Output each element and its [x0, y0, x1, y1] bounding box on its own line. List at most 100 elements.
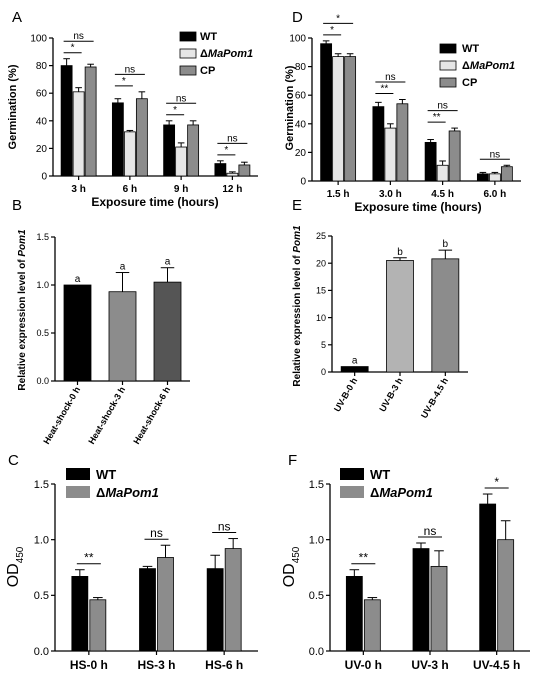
bar-B	[108, 291, 137, 382]
y-axis-title-F: OD450	[281, 546, 302, 587]
x-tick-label-F: UV-0 h	[345, 658, 382, 672]
y-tick-label-A: 20	[36, 144, 48, 155]
panel-letter-f: F	[288, 452, 297, 469]
bar-E	[431, 258, 460, 373]
y-tick-label-F: 1.0	[309, 535, 324, 547]
bar-F-1	[497, 539, 515, 652]
legend-label-F: ΔMaPom1	[370, 485, 433, 500]
group-letter-E: a	[352, 356, 358, 367]
x-axis-title-A: Exposure time (hours)	[91, 195, 218, 209]
y-tick-label-C: 0.0	[34, 646, 49, 658]
y-axis-title-B: Relative expression level of Pom1	[17, 229, 28, 391]
y-tick-label-B: 1.0	[36, 280, 49, 290]
y-tick-label-E: 25	[316, 231, 326, 241]
significance-label-A: *	[173, 105, 177, 116]
panel-letter-c: C	[8, 452, 19, 469]
x-tick-label-D: 4.5 h	[431, 189, 454, 200]
x-tick-label-F: UV-4.5 h	[473, 658, 520, 672]
legend-label-A: CP	[200, 65, 215, 77]
bar-A-0	[111, 102, 124, 177]
group-letter-B: a	[165, 257, 171, 268]
bar-D-0	[320, 43, 333, 182]
legend-swatch-F	[340, 468, 364, 480]
legend-swatch-C	[66, 486, 90, 498]
significance-label-D: **	[380, 83, 388, 94]
bar-A-1	[72, 91, 85, 177]
legend-label-C: WT	[96, 467, 116, 482]
significance-label-A: ns	[73, 31, 84, 42]
significance-label-F: ns	[424, 524, 437, 538]
legend-label-A: ΔMaPom1	[200, 48, 253, 60]
y-tick-label-A: 100	[30, 34, 47, 45]
legend-swatch-D	[439, 43, 457, 54]
legend-swatch-F	[340, 486, 364, 498]
legend-swatch-D	[439, 77, 457, 88]
bar-C-1	[89, 599, 107, 652]
significance-label-A: *	[122, 76, 126, 87]
y-tick-label-E: 10	[316, 313, 326, 323]
bar-A-1	[175, 146, 188, 177]
y-tick-label-B: 1.5	[36, 232, 49, 242]
x-tick-label-F: UV-3 h	[411, 658, 448, 672]
bar-A-0	[163, 124, 176, 177]
significance-label-D: *	[330, 25, 334, 36]
y-tick-label-F: 0.0	[309, 646, 324, 658]
x-tick-label-C: HS-6 h	[205, 658, 243, 672]
bar-E	[340, 366, 369, 373]
y-tick-label-D: 100	[289, 34, 306, 45]
bar-A-1	[123, 131, 136, 177]
bar-D-0	[476, 173, 489, 182]
x-tick-label-D: 1.5 h	[327, 189, 350, 200]
legend-swatch-C	[66, 468, 90, 480]
significance-label-A: ns	[176, 93, 187, 104]
bar-A-0	[214, 163, 227, 177]
y-tick-label-D: 0	[300, 177, 306, 188]
y-tick-label-C: 0.5	[34, 590, 49, 602]
y-tick-label-C: 1.0	[34, 535, 49, 547]
bar-A-2	[84, 66, 97, 177]
bar-D-2	[344, 56, 357, 182]
x-tick-label-D: 6.0 h	[483, 189, 506, 200]
bar-B	[63, 284, 92, 382]
significance-label-F: *	[494, 475, 499, 489]
legend-swatch-A	[179, 65, 197, 76]
bar-D-1	[488, 173, 501, 182]
bar-C-0	[71, 576, 89, 652]
y-tick-label-A: 60	[36, 89, 48, 100]
bar-D-1	[332, 56, 345, 182]
group-letter-E: b	[397, 247, 403, 258]
x-tick-label-B: Heat-shock-6 h	[131, 385, 172, 446]
y-tick-label-E: 0	[321, 367, 326, 377]
y-tick-label-B: 0.0	[36, 376, 49, 386]
panel-letter-d: D	[292, 9, 303, 26]
bar-D-2	[448, 130, 461, 182]
bar-D-0	[424, 141, 437, 182]
legend-swatch-A	[179, 31, 197, 42]
y-axis-title-A: Germination (%)	[7, 64, 19, 149]
y-axis-title-D: Germination (%)	[284, 65, 296, 150]
significance-label-A: ns	[227, 133, 238, 144]
bar-D-1	[384, 127, 397, 182]
significance-label-D: ns	[437, 101, 448, 112]
y-axis-title-C: OD450	[5, 546, 26, 587]
group-letter-B: a	[120, 262, 126, 273]
y-tick-label-E: 20	[316, 258, 326, 268]
bar-E	[386, 260, 414, 373]
y-tick-label-A: 0	[41, 172, 47, 183]
significance-label-C: ns	[218, 520, 231, 534]
y-tick-label-D: 40	[295, 119, 307, 130]
x-tick-label-E: UV-B-4.5 h	[419, 376, 450, 420]
x-tick-label-A: 9 h	[174, 184, 188, 195]
y-tick-label-A: 40	[36, 116, 48, 127]
significance-label-A: *	[71, 43, 75, 54]
significance-label-F: **	[359, 551, 369, 565]
legend-label-A: WT	[200, 31, 217, 43]
significance-label-C: ns	[150, 526, 163, 540]
panel-letter-e: E	[292, 197, 302, 214]
x-tick-label-E: UV-B-0 h	[332, 376, 359, 413]
significance-label-A: ns	[125, 64, 136, 75]
bar-C-1	[224, 548, 242, 652]
y-tick-label-D: 60	[295, 91, 307, 102]
bar-A-1	[226, 172, 239, 177]
